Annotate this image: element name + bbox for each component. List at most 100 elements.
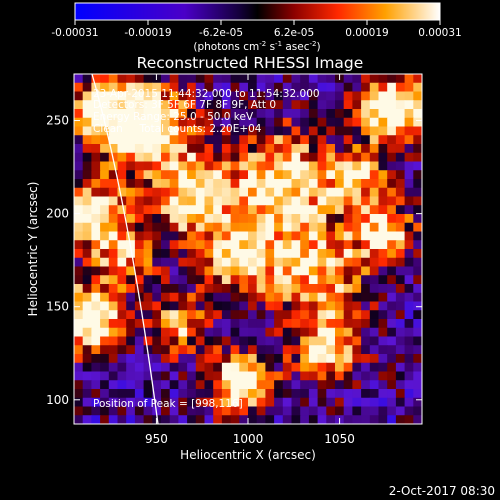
heatmap-cell (343, 205, 353, 215)
heatmap-cell (265, 257, 275, 268)
heatmap-cell (143, 380, 153, 390)
heatmap-cell (134, 284, 145, 294)
heatmap-cell (91, 74, 101, 84)
heatmap-cell (221, 310, 232, 320)
heatmap-cell (195, 284, 206, 294)
heatmap-cell (369, 301, 380, 311)
heatmap-cell (395, 310, 406, 320)
heatmap-cell (221, 179, 232, 189)
heatmap-cell (91, 231, 101, 241)
heatmap-cell (352, 301, 362, 311)
heatmap-cell (82, 371, 92, 381)
heatmap-cell (213, 100, 223, 110)
heatmap-cell (256, 389, 266, 399)
heatmap-cell (248, 371, 258, 381)
heatmap-cell (187, 327, 197, 338)
heatmap-cell (230, 292, 240, 303)
heatmap-cell (126, 292, 136, 303)
heatmap-cell (282, 117, 293, 128)
heatmap-cell (378, 117, 388, 128)
annotation-energy: Energy Range: 25.0 - 50.0 keV (93, 111, 254, 123)
heatmap-cell (326, 231, 336, 241)
heatmap-cell (265, 397, 275, 408)
heatmap-cell (265, 109, 275, 119)
heatmap-cell (178, 380, 188, 390)
heatmap-cell (387, 257, 397, 268)
heatmap-cell (187, 91, 197, 101)
heatmap-cell (221, 406, 232, 416)
heatmap-cell (395, 152, 406, 163)
heatmap-cell (335, 249, 345, 259)
heatmap-cell (369, 336, 380, 346)
heatmap-cell (126, 170, 136, 180)
heatmap-cell (195, 205, 206, 215)
heatmap-cell (161, 301, 171, 311)
heatmap-cell (169, 161, 179, 171)
heatmap-cell (361, 354, 371, 364)
heatmap-cell (169, 257, 179, 268)
heatmap-cell (204, 397, 214, 408)
heatmap-cell (152, 380, 162, 390)
heatmap-cell (178, 170, 188, 180)
heatmap-cell (74, 310, 84, 320)
heatmap-cell (204, 135, 214, 145)
heatmap-cell (248, 126, 258, 136)
heatmap-cell (230, 249, 240, 259)
heatmap-cell (134, 397, 145, 408)
heatmap-cell (187, 292, 197, 303)
heatmap-cell (300, 397, 310, 408)
heatmap-cell (161, 240, 171, 250)
heatmap-cell (82, 170, 92, 180)
heatmap-cell (108, 284, 119, 294)
heatmap-cell (265, 144, 275, 154)
heatmap-cell (117, 345, 127, 355)
heatmap-cell (369, 389, 380, 399)
heatmap-cell (195, 249, 206, 259)
heatmap-cell (308, 362, 319, 373)
heatmap-cell (169, 179, 179, 189)
heatmap-cell (387, 152, 397, 163)
heatmap-cell (204, 231, 214, 241)
heatmap-cell (274, 275, 284, 285)
heatmap-cell (221, 389, 232, 399)
heatmap-cell (274, 240, 284, 250)
heatmap-cell (378, 336, 388, 346)
heatmap-cell (108, 91, 119, 101)
heatmap-cell (134, 205, 145, 215)
heatmap-cell (300, 170, 310, 180)
heatmap-cell (187, 231, 197, 241)
heatmap-cell (108, 371, 119, 381)
heatmap-cell (82, 222, 92, 233)
heatmap-cell (352, 336, 362, 346)
heatmap-cell (152, 371, 162, 381)
heatmap-cell (361, 406, 371, 416)
heatmap-cell (134, 179, 145, 189)
heatmap-cell (317, 380, 327, 390)
heatmap-cell (126, 126, 136, 136)
heatmap-cell (82, 126, 92, 136)
heatmap-cell (178, 354, 188, 364)
heatmap-cell (265, 319, 275, 329)
heatmap-cell (387, 117, 397, 128)
colorbar-tick-label: 6.2e-05 (274, 27, 314, 39)
heatmap-cell (274, 91, 284, 101)
heatmap-cell (143, 205, 153, 215)
heatmap-cell (178, 179, 188, 189)
heatmap-cell (213, 126, 223, 136)
heatmap-cell (343, 144, 353, 154)
heatmap-cell (352, 275, 362, 285)
heatmap-cell (404, 257, 414, 268)
heatmap-cell (239, 74, 249, 84)
heatmap-cell (239, 214, 249, 224)
heatmap-cell (134, 275, 145, 285)
heatmap-cell (300, 240, 310, 250)
heatmap-cell (256, 292, 266, 303)
heatmap-cell (248, 161, 258, 171)
heatmap-cell (213, 301, 223, 311)
x-tick-label: 1000 (233, 432, 264, 446)
heatmap-cell (395, 415, 406, 424)
heatmap-cell (74, 231, 84, 241)
heatmap-cell (74, 179, 84, 189)
heatmap-cell (204, 275, 214, 285)
heatmap-cell (117, 406, 127, 416)
